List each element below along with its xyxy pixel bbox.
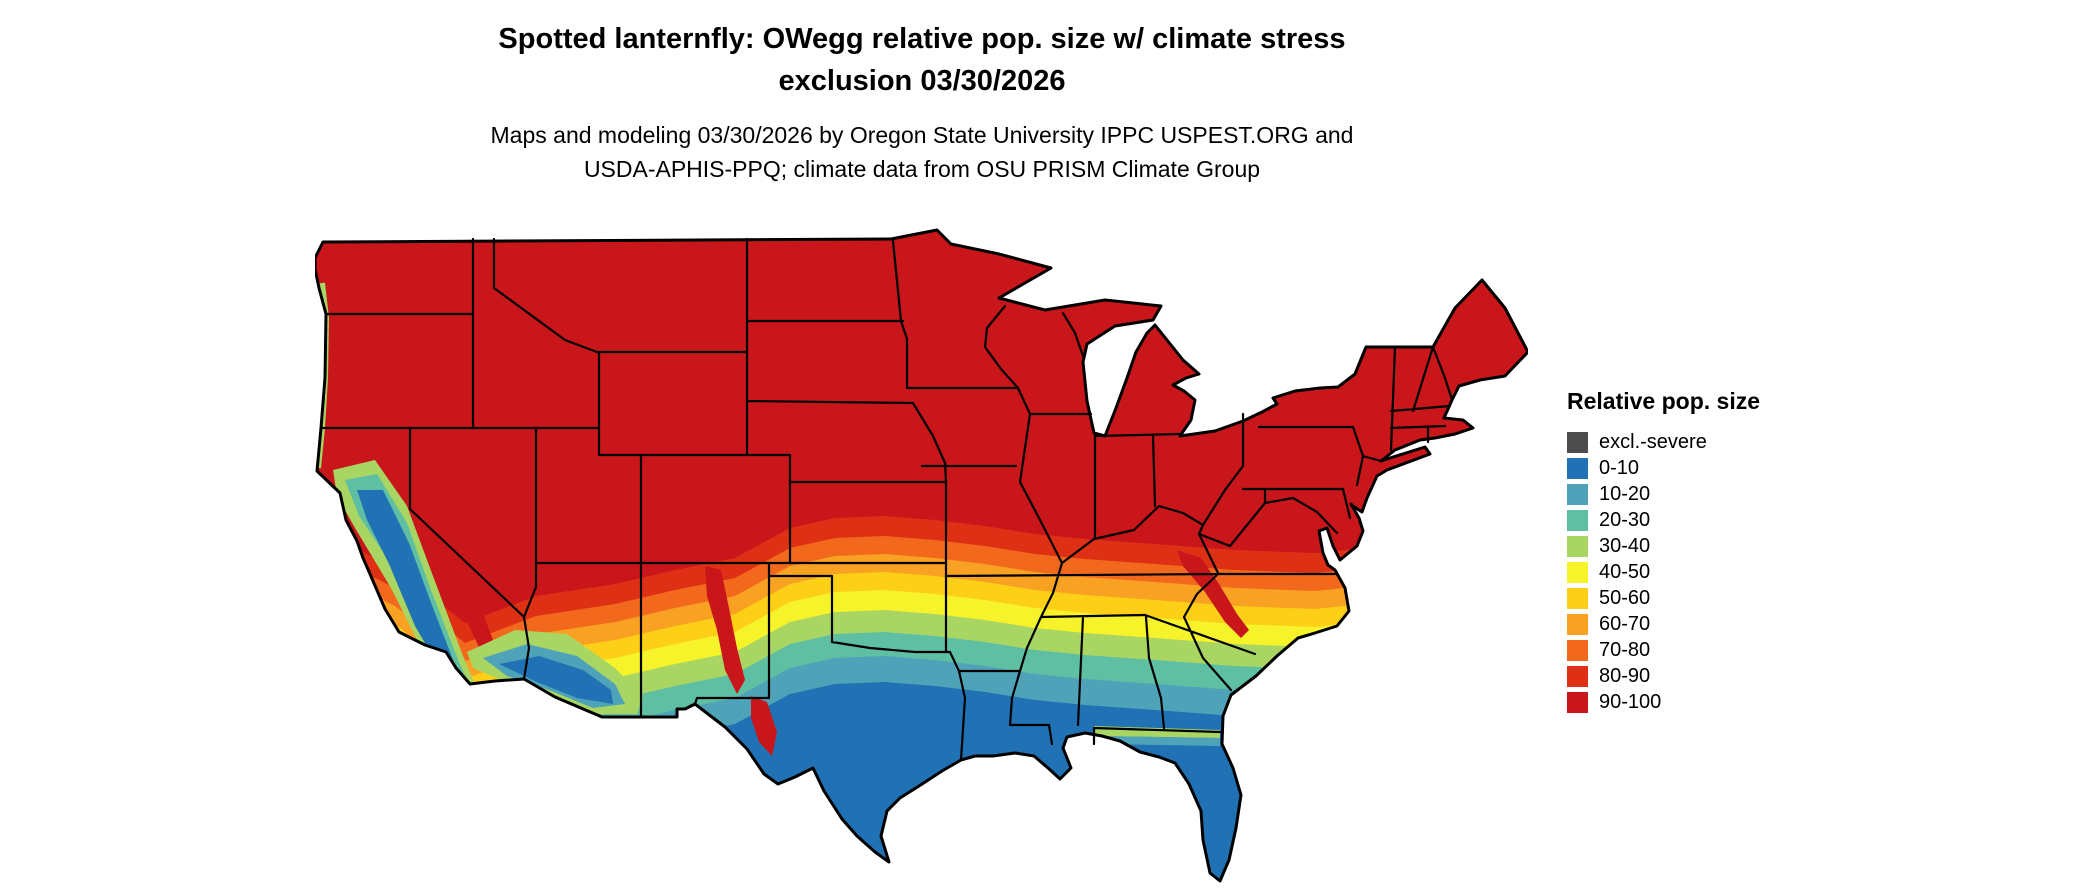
title-line-1: Spotted lanternfly: OWegg relative pop. … [498, 23, 1346, 55]
legend-item: 10-20 [1567, 481, 1807, 507]
legend-label: 60-70 [1599, 613, 1651, 635]
legend-swatch [1567, 587, 1588, 609]
legend-swatch [1567, 431, 1588, 453]
legend-swatch [1567, 561, 1588, 583]
legend-label: excl.-severe [1599, 431, 1707, 453]
legend-item: 20-30 [1567, 507, 1807, 533]
map-title: Spotted lanternfly: OWegg relative pop. … [322, 18, 1522, 102]
legend-item: 60-70 [1567, 611, 1807, 637]
legend-label: 0-10 [1599, 457, 1640, 479]
sierra-high-stripe [413, 476, 499, 660]
legend-item: 40-50 [1567, 559, 1807, 585]
legend-swatch [1567, 535, 1588, 557]
legend-label: 20-30 [1599, 509, 1651, 531]
legend-swatch [1567, 665, 1588, 687]
legend-item: 80-90 [1567, 663, 1807, 689]
legend-label: 50-60 [1599, 587, 1651, 609]
legend-swatch [1567, 457, 1588, 479]
legend-item: 50-60 [1567, 585, 1807, 611]
california-low-core [357, 490, 463, 683]
appalachian-high-tongue [1177, 550, 1249, 638]
legend-swatch [1567, 483, 1588, 505]
legend-label: 90-100 [1599, 691, 1662, 713]
big-bend-high-patch [751, 696, 777, 756]
legend-swatch [1567, 691, 1588, 713]
new-mexico-high-tongue [705, 566, 745, 694]
legend-swatch [1567, 639, 1588, 661]
legend-label: 80-90 [1599, 665, 1651, 687]
legend-swatch [1567, 613, 1588, 635]
us-choropleth-map [313, 228, 1530, 888]
legend-swatch [1567, 509, 1588, 531]
subtitle-line-2: USDA-APHIS-PPQ; climate data from OSU PR… [583, 156, 1261, 182]
national-outline [313, 228, 1530, 883]
legend-label: 30-40 [1599, 535, 1651, 557]
southwest-desert-core [499, 656, 613, 704]
legend-item: 90-100 [1567, 689, 1807, 715]
legend-item: 30-40 [1567, 533, 1807, 559]
legend-item: 0-10 [1567, 455, 1807, 481]
map-subtitle: Maps and modeling 03/30/2026 by Oregon S… [322, 118, 1522, 186]
legend-title: Relative pop. size [1567, 388, 1761, 414]
us-map-svg [313, 228, 1530, 883]
title-line-2: exclusion 03/30/2026 [778, 65, 1066, 97]
legend-label: 40-50 [1599, 561, 1651, 583]
legend-items: excl.-severe 0-10 10-20 20-30 30-40 40-50 50-6… [1567, 429, 1807, 715]
legend-item: 70-80 [1567, 637, 1807, 663]
legend-label: 10-20 [1599, 483, 1651, 505]
map-legend: Relative pop. size excl.-severe 0-10 10-20… [1567, 388, 1807, 715]
state-borders [319, 237, 1454, 762]
legend-label: 70-80 [1599, 639, 1651, 661]
subtitle-line-1: Maps and modeling 03/30/2026 by Oregon S… [490, 122, 1354, 148]
map-fill-layers [315, 230, 1528, 881]
legend-item: excl.-severe [1567, 429, 1807, 455]
